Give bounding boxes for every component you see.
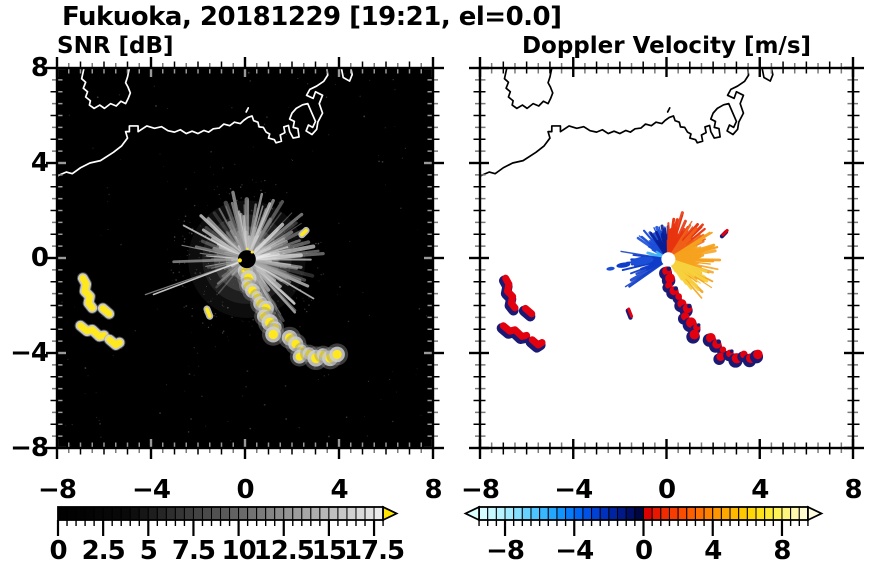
vel-x-tick-label: −8 — [461, 475, 500, 505]
snr-colorbar — [56, 505, 399, 536]
vel-colorbar — [463, 505, 824, 536]
vel-colorbar-tick-label: −4 — [555, 536, 594, 566]
snr-y-tick-label: −8 — [10, 433, 49, 463]
vel-colorbar-tick-label: 0 — [634, 536, 653, 566]
vel-panel-title: Doppler Velocity [m/s] — [521, 33, 812, 59]
snr-x-tick-label: 4 — [330, 475, 348, 505]
vel-colorbar-tick-label: 8 — [773, 536, 791, 566]
snr-colorbar-tick-label: 15 — [311, 536, 347, 566]
figure-title: Fukuoka, 20181229 [19:21, el=0.0] — [62, 2, 562, 32]
snr-colorbar-tick-label: 5 — [139, 536, 158, 566]
vel-x-tick-label: 0 — [657, 475, 676, 505]
vel-x-tick-label: 4 — [751, 475, 769, 505]
snr-colorbar-tick-label: 10 — [221, 536, 257, 566]
snr-colorbar-tick-label: 2.5 — [81, 536, 126, 566]
snr-y-tick-label: −4 — [10, 338, 49, 368]
snr-plot — [46, 57, 444, 459]
snr-colorbar-tick-label: 0 — [49, 536, 67, 566]
vel-x-tick-label: 8 — [844, 475, 862, 505]
snr-x-tick-label: 8 — [424, 475, 442, 505]
snr-y-tick-label: 4 — [30, 148, 49, 178]
vel-colorbar-tick-label: −8 — [486, 536, 525, 566]
vel-colorbar-tick-label: 4 — [704, 536, 722, 566]
snr-x-tick-label: −4 — [132, 475, 171, 505]
snr-panel-title: SNR [dB] — [57, 33, 174, 59]
snr-x-tick-label: −8 — [38, 475, 77, 505]
snr-y-tick-label: 0 — [30, 243, 49, 273]
vel-plot — [469, 57, 864, 459]
vel-x-tick-label: −4 — [554, 475, 593, 505]
snr-colorbar-tick-label: 7.5 — [171, 536, 216, 566]
snr-colorbar-tick-label: 17.5 — [343, 536, 405, 566]
snr-colorbar-tick-label: 12.5 — [253, 536, 315, 566]
snr-y-tick-label: 8 — [30, 53, 49, 83]
snr-x-tick-label: 0 — [236, 475, 254, 505]
